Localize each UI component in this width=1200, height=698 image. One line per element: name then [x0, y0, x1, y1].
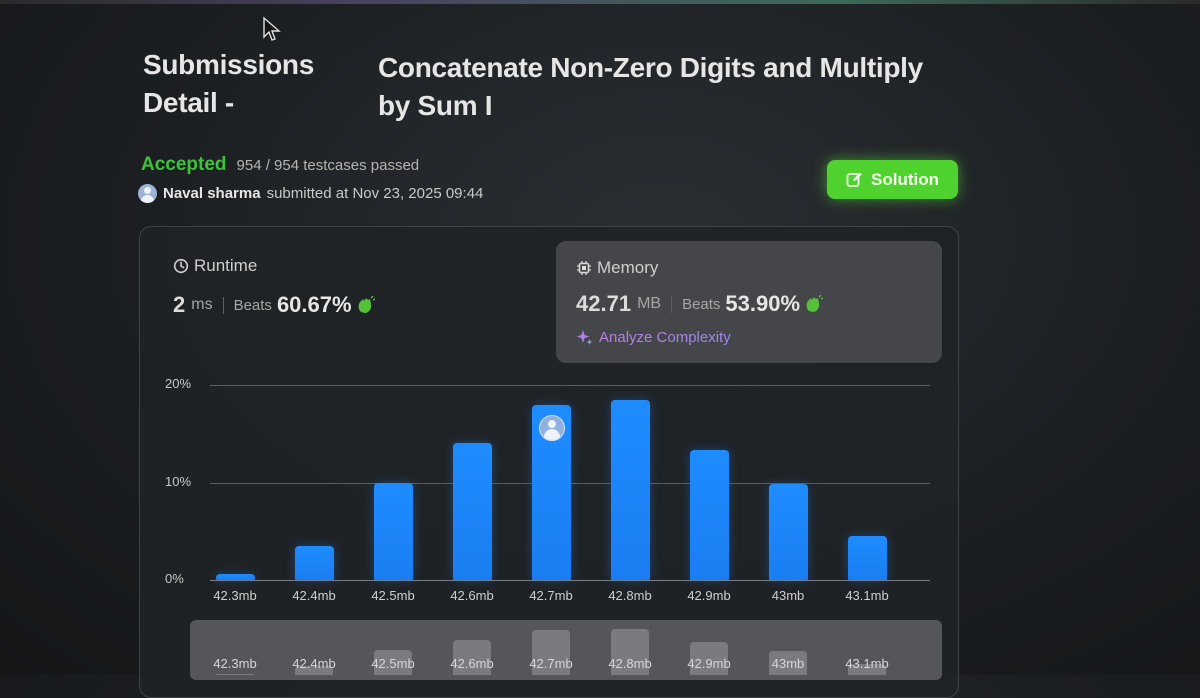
overview-bar	[848, 663, 886, 675]
overview-bar	[295, 666, 333, 675]
overview-bar	[769, 650, 807, 675]
chart-overview-scrollbar[interactable]	[190, 620, 942, 680]
clapping-hands-icon	[356, 296, 376, 314]
overview-x-label: 42.6mb	[450, 656, 494, 671]
overview-x-label: 43mb	[771, 656, 805, 671]
runtime-value: 2	[173, 292, 186, 317]
x-tick-label: 42.7mb	[529, 588, 573, 603]
overview-bar	[216, 673, 254, 675]
status-row: Accepted 954 / 954 testcases passed	[141, 154, 419, 176]
overview-x-label: 42.4mb	[292, 656, 336, 671]
divider	[222, 296, 224, 314]
submitted-at-text: submitted at Nov 23, 2025 09:44	[266, 185, 484, 202]
bar-42.6mb[interactable]	[452, 442, 492, 580]
analyze-complexity-link[interactable]: Analyze Complexity	[576, 329, 922, 346]
x-tick-label: 43.1mb	[845, 588, 889, 603]
clock-icon	[173, 258, 189, 274]
problem-title-link[interactable]: Concatenate Non-Zero Digits and Multiply…	[378, 52, 923, 121]
x-tick-label: 42.8mb	[608, 588, 652, 603]
submission-info: Naval sharma submitted at Nov 23, 2025 0…	[138, 184, 483, 203]
overview-x-label: 42.5mb	[371, 656, 415, 671]
bar-42.5mb[interactable]	[373, 482, 413, 580]
memory-unit: MB	[637, 295, 662, 312]
y-tick-label: 10%	[165, 473, 192, 489]
y-tick-label: 20%	[165, 376, 192, 391]
bar-43.1mb[interactable]	[847, 536, 887, 580]
clapping-hands-icon	[804, 295, 824, 313]
x-tick-label: 42.4mb	[292, 588, 336, 603]
bar-43mb[interactable]	[768, 484, 808, 580]
runtime-beats-value: 60.67%	[276, 292, 352, 317]
user-name-link[interactable]: Naval sharma	[163, 185, 261, 202]
user-avatar-icon[interactable]	[138, 184, 157, 203]
runtime-beats-label: Beats	[233, 296, 272, 314]
overview-x-label: 42.9mb	[687, 656, 731, 671]
analyze-complexity-label: Analyze Complexity	[599, 329, 731, 346]
solution-button-label: Solution	[871, 169, 939, 189]
overview-bar	[532, 630, 570, 675]
accepted-status: Accepted	[141, 154, 227, 175]
overview-x-label: 42.3mb	[213, 656, 257, 671]
chip-icon	[577, 261, 591, 275]
overview-bar	[453, 639, 491, 675]
edit-icon	[846, 172, 862, 187]
your-submission-avatar-icon	[538, 415, 565, 442]
runtime-label: Runtime	[194, 256, 258, 275]
x-tick-label: 42.6mb	[450, 588, 494, 603]
runtime-panel[interactable]: Runtime 2 ms Beats 60.67%	[173, 256, 376, 318]
mouse-cursor-icon	[263, 16, 281, 41]
memory-value: 42.71	[576, 291, 632, 316]
testcases-passed: 954 / 954 testcases passed	[236, 157, 420, 174]
x-tick-label: 42.5mb	[371, 588, 415, 603]
overview-x-label: 42.7mb	[529, 656, 573, 671]
runtime-unit: ms	[191, 296, 213, 313]
bar-42.8mb[interactable]	[610, 399, 650, 580]
gridline	[210, 385, 930, 386]
memory-beats-value: 53.90%	[725, 291, 801, 316]
memory-panel[interactable]: Memory 42.71 MB Beats 53.90% Analyze Com…	[556, 241, 942, 363]
divider	[671, 295, 673, 313]
window-top-strip	[0, 0, 1200, 4]
overview-bar	[690, 641, 728, 675]
sparkle-icon	[576, 330, 593, 345]
x-tick-label: 42.9mb	[687, 588, 731, 603]
bar-42.9mb[interactable]	[689, 450, 729, 580]
overview-x-label: 43.1mb	[845, 656, 889, 671]
submissions-detail-heading: Submissions Detail -	[143, 49, 314, 118]
bar-42.7mb[interactable]	[531, 405, 571, 580]
overview-bar	[374, 650, 412, 675]
bar-42.4mb[interactable]	[294, 545, 334, 580]
x-tick-label: 43mb	[771, 588, 805, 603]
bar-42.3mb[interactable]	[215, 574, 255, 580]
overview-bar	[611, 628, 649, 675]
y-tick-label: 0%	[165, 571, 184, 586]
memory-label: Memory	[597, 258, 659, 277]
gridline	[210, 580, 930, 581]
x-tick-label: 42.3mb	[213, 588, 257, 603]
memory-beats-label: Beats	[682, 295, 721, 313]
overview-x-label: 42.8mb	[608, 656, 652, 671]
solution-button[interactable]: Solution	[827, 160, 958, 199]
